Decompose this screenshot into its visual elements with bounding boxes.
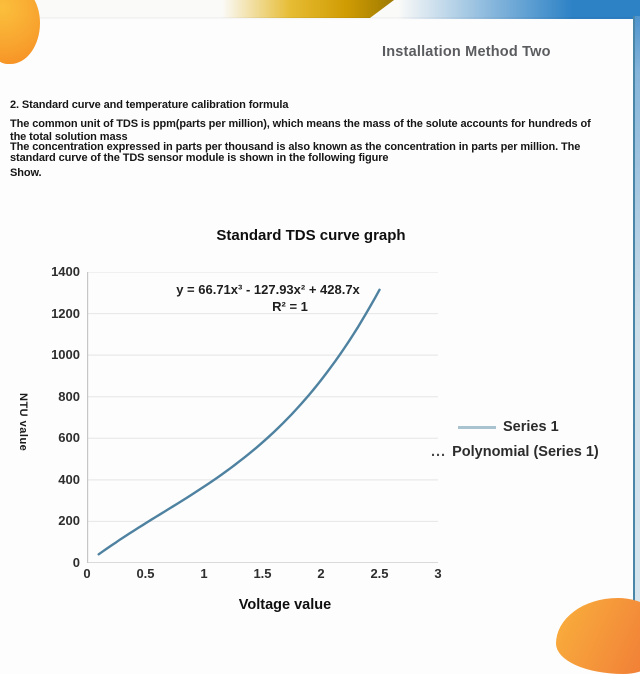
- paragraph-line: Show.: [10, 167, 42, 179]
- legend-item-polynomial: ... Polynomial (Series 1): [431, 444, 599, 460]
- legend-line-swatch-icon: [458, 425, 496, 429]
- y-tick-label: 1400: [51, 264, 80, 279]
- paragraph-line: The concentration expressed in parts per…: [10, 141, 581, 153]
- x-tick-label: 2: [317, 566, 325, 581]
- trendline-equation: y = 66.71x³ - 127.93x² + 428.7x: [176, 282, 360, 297]
- x-axis-title: Voltage value: [238, 597, 332, 613]
- legend-label: Polynomial (Series 1): [452, 444, 599, 460]
- paragraph-line: the total solution mass: [10, 131, 128, 143]
- series1-curve: [97, 288, 381, 556]
- y-tick-label: 0: [72, 555, 80, 570]
- paragraph-line: standard curve of the TDS sensor module …: [10, 152, 389, 164]
- y-tick-label: 400: [58, 471, 80, 487]
- y-tick-label: 800: [58, 388, 80, 404]
- y-tick-label: 200: [58, 513, 80, 529]
- decor-blob-top-left: [0, 0, 40, 64]
- x-tick-label: 1: [200, 566, 208, 581]
- section-heading: 2. Standard curve and temperature calibr…: [10, 99, 289, 111]
- decor-right-edge-strip: [633, 16, 640, 640]
- page-edge-shadow: [0, 17, 633, 20]
- x-tick-label: 3: [434, 566, 442, 581]
- y-tick-label: 1000: [51, 347, 80, 363]
- x-tick-label: 0: [83, 566, 91, 581]
- decor-gold-band: [222, 0, 394, 18]
- page-header-title: Installation Method Two: [382, 44, 551, 60]
- y-tick-label: 1200: [51, 305, 80, 321]
- paragraph-line: The common unit of TDS is ppm(parts per …: [10, 118, 591, 130]
- plot-area: [87, 272, 438, 563]
- trendline-annotation: y = 66.71x³ - 127.93x² + 428.7x R² = 1: [176, 281, 360, 315]
- chart-title: Standard TDS curve graph: [216, 227, 406, 244]
- x-tick-label: 2.5: [370, 566, 389, 581]
- x-tick-label: 1.5: [253, 566, 272, 581]
- r-squared-value: R² = 1: [272, 299, 308, 314]
- legend-dots-swatch-icon: ...: [431, 444, 447, 460]
- x-tick-label: 0.5: [136, 566, 155, 581]
- legend-label: Series 1: [503, 419, 559, 435]
- decor-blob-bottom-right: [556, 598, 640, 674]
- y-axis-title: NTU value: [17, 393, 29, 452]
- decor-blue-band: [398, 0, 640, 19]
- y-tick-label: 600: [58, 430, 80, 446]
- legend-item-series1: Series 1: [458, 419, 559, 435]
